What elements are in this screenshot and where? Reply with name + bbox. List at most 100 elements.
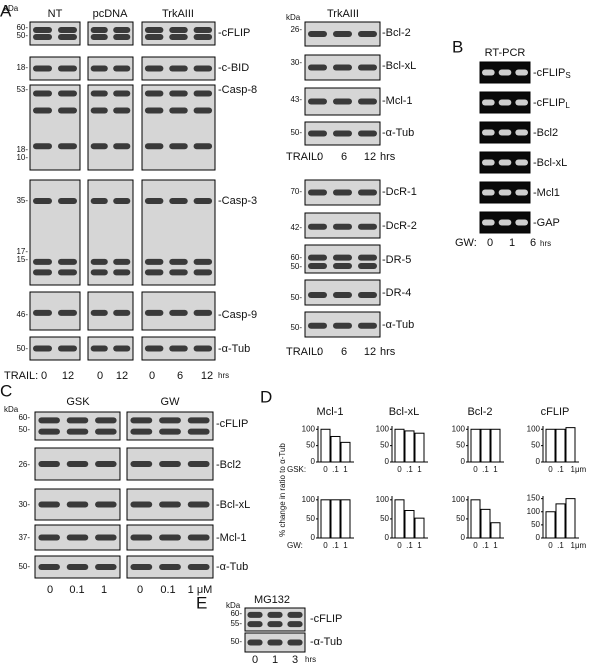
protein-label: -Bcl-xL: [382, 60, 416, 72]
band: [90, 33, 108, 40]
x-tick-label: 0: [548, 541, 553, 550]
mw-label: 10-: [16, 153, 28, 162]
bar: [340, 499, 351, 539]
band: [169, 258, 188, 265]
timepoint: 0: [487, 237, 493, 249]
band: [358, 223, 377, 230]
dose: 0: [47, 584, 53, 596]
timepoint: 6: [177, 370, 183, 382]
band: [113, 309, 131, 316]
panel-title: MG132: [254, 594, 290, 606]
band: [113, 269, 131, 276]
band: [358, 130, 377, 137]
mw-label: 50-: [16, 344, 28, 353]
y-tick-label: 0: [311, 533, 316, 542]
bar: [330, 435, 341, 463]
band: [90, 198, 108, 204]
x-tick-label: 0: [323, 465, 328, 474]
band: [333, 292, 352, 298]
blot: [87, 56, 134, 81]
condition-label: GSK: [66, 396, 90, 408]
x-tick-label: 1: [417, 465, 422, 474]
gene-name: -cFLIP: [533, 97, 565, 109]
band: [58, 309, 77, 316]
blot: [141, 84, 216, 171]
band: [38, 564, 60, 570]
protein-label: -α-Tub: [216, 561, 248, 573]
bar: [480, 508, 491, 539]
bar: [545, 511, 556, 539]
mw-label: 35-: [16, 196, 28, 205]
timepoint: 0: [149, 370, 155, 382]
mw-label: 50-: [290, 128, 302, 137]
protein-label: -cFLIP: [218, 27, 250, 39]
x-tick-label: 0: [548, 465, 553, 474]
timepoint: 12: [62, 370, 74, 382]
band: [144, 65, 164, 72]
gene-label: -Bcl2: [533, 127, 558, 139]
bar: [470, 499, 481, 539]
blot: [29, 179, 81, 286]
band: [90, 258, 108, 265]
bar: [404, 430, 415, 463]
y-tick-label: 100: [527, 507, 541, 516]
kda-label: kDa: [4, 4, 19, 13]
protein-label: -α-Tub: [382, 319, 414, 331]
y-tick-label: 150: [527, 494, 541, 503]
blot: [34, 411, 121, 441]
protein-label: -DcR-1: [382, 186, 417, 198]
mw-label: 50-: [18, 425, 30, 434]
x-tick-label: 0: [397, 465, 402, 474]
band: [169, 345, 188, 352]
condition-label: TrkAIII: [162, 8, 194, 20]
blot: [87, 84, 134, 171]
band: [482, 189, 495, 196]
y-tick-label: 50: [306, 514, 315, 523]
band: [308, 292, 327, 298]
band: [33, 33, 52, 40]
y-tick-label: 100: [302, 424, 316, 433]
bar: [340, 441, 351, 463]
gene-name: -GAP: [533, 217, 560, 229]
bar: [480, 428, 491, 463]
band: [38, 501, 60, 508]
band: [33, 65, 52, 72]
band: [287, 621, 303, 628]
band: [113, 198, 131, 204]
treatment-label: TRAIL:: [286, 346, 320, 358]
band: [38, 461, 60, 467]
band: [144, 269, 164, 276]
timepoint: 12: [364, 346, 376, 358]
condition-label: TrkAIII: [327, 8, 359, 20]
gene-label: -cFLIPS: [533, 67, 571, 80]
band: [308, 64, 327, 71]
band: [113, 27, 131, 34]
protein-label: -cFLIP: [310, 613, 342, 625]
y-tick-label: 100: [376, 495, 390, 504]
y-tick-label: 100: [452, 495, 466, 504]
mw-label: 50-: [290, 323, 302, 332]
band: [333, 254, 352, 261]
x-tick-label: 1: [343, 465, 348, 474]
panel-letter: C: [0, 381, 12, 400]
mw-label: 50-: [18, 562, 30, 571]
gene-subscript: L: [565, 101, 570, 110]
mw-label: 17-: [16, 247, 28, 256]
band: [169, 107, 188, 114]
treatment-label: TRAIL:: [4, 370, 38, 382]
unit: hrs: [380, 151, 396, 163]
band: [58, 65, 77, 72]
mw-label: 55-: [230, 619, 242, 628]
band: [333, 322, 352, 329]
x-tick-label: .1: [406, 541, 413, 550]
y-tick-label: 0: [536, 457, 541, 466]
band: [267, 611, 283, 618]
x-tick-label: 1: [417, 541, 422, 550]
band: [159, 417, 181, 424]
y-tick-label: 0: [461, 533, 466, 542]
band: [33, 27, 52, 34]
condition-label: GW: [161, 396, 181, 408]
panel-title: RT-PCR: [485, 47, 526, 59]
gene-label: -cFLIPL: [533, 97, 570, 110]
band: [159, 501, 181, 508]
